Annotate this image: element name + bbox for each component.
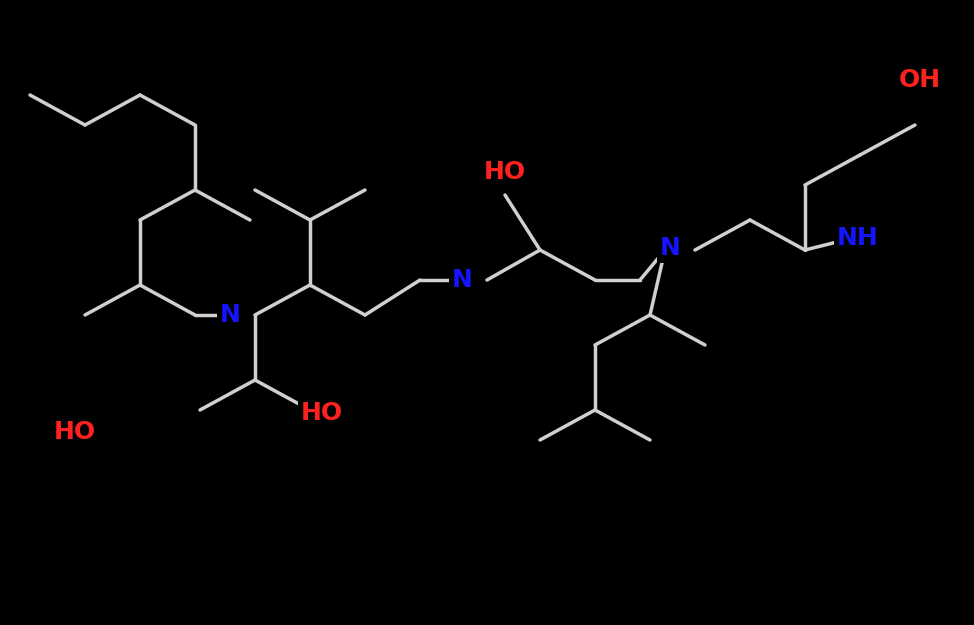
Text: N: N <box>219 303 241 327</box>
Text: NH: NH <box>837 226 879 250</box>
Text: N: N <box>452 268 472 292</box>
Text: OH: OH <box>899 68 941 92</box>
Text: HO: HO <box>301 401 343 425</box>
Text: HO: HO <box>484 160 526 184</box>
Text: HO: HO <box>54 420 96 444</box>
Text: N: N <box>659 236 681 260</box>
